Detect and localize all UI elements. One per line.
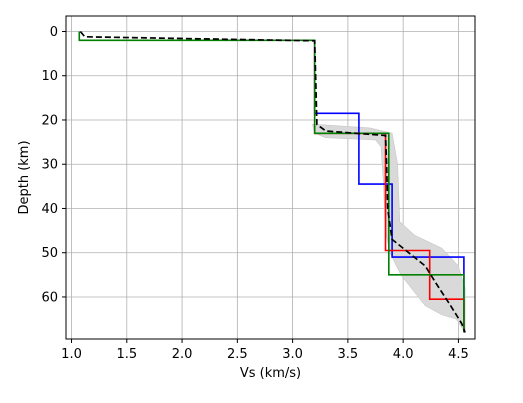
y-tick-label: 30 (41, 158, 58, 173)
series-lines-group (78, 30, 466, 333)
y-axis-ticks: 0 10 20 30 40 50 60 (41, 25, 66, 305)
x-tick-label: 3.0 (282, 347, 303, 362)
y-tick-label: 20 (41, 113, 58, 128)
x-tick-label: 2.5 (227, 347, 248, 362)
series-line-4 (79, 30, 466, 333)
y-tick-label: 40 (41, 202, 58, 217)
x-axis-ticks: 1.0 1.5 2.0 2.5 3.0 3.5 4.0 4.5 (61, 339, 469, 362)
x-tick-label: 4.5 (448, 347, 469, 362)
plot-area-frame (65, 15, 476, 340)
x-axis-label: Vs (km/s) (240, 366, 301, 381)
x-tick-label: 1.5 (116, 347, 137, 362)
y-tick-label: 10 (41, 69, 58, 84)
x-tick-label: 4.0 (393, 347, 414, 362)
y-axis-label: Depth (km) (17, 140, 32, 214)
x-tick-label: 3.5 (338, 347, 359, 362)
series-line-1 (313, 40, 465, 333)
x-tick-label: 1.0 (61, 347, 82, 362)
y-tick-label: 60 (41, 290, 58, 305)
y-tick-label: 50 (41, 246, 58, 261)
y-tick-label: 0 (50, 25, 58, 40)
series-line-3 (78, 31, 465, 333)
x-tick-label: 2.0 (172, 347, 193, 362)
